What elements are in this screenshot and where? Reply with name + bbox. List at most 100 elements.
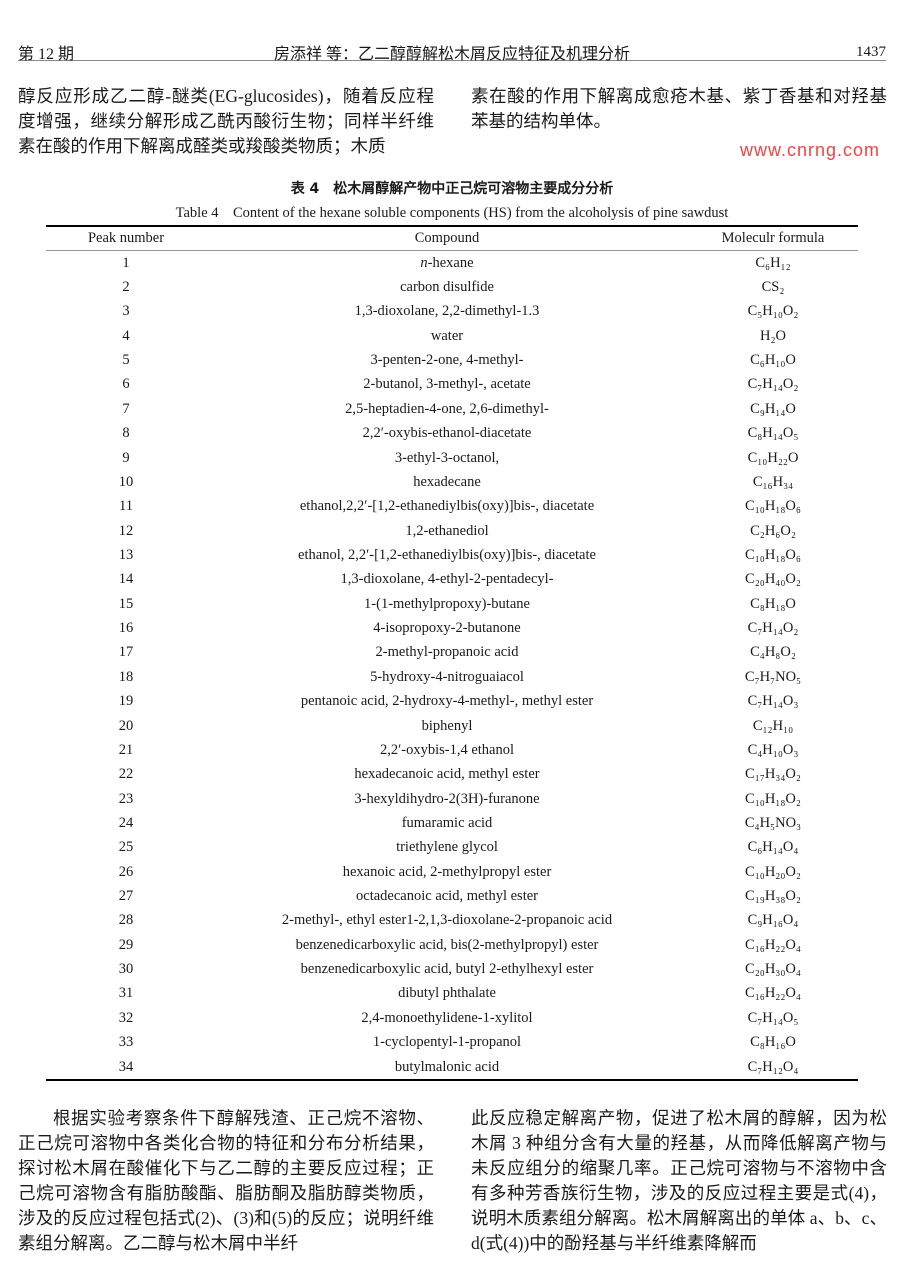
compound-cell: ethanol,2,2′-[1,2-ethanediylbis(oxy)]bis…	[299, 498, 595, 515]
table-row: 19 pentanoic acid, 2-hydroxy-4-methyl-, m…	[46, 689, 858, 713]
table-row: 11 ethanol,2,2′-[1,2-ethanediylbis(oxy)]b…	[46, 495, 858, 519]
formula-cell: C₈H₁₆O	[750, 1034, 796, 1051]
compound-cell: butylmalonic acid	[394, 1058, 500, 1075]
compound-cell: 5-hydroxy-4-nitroguaiacol	[370, 668, 524, 685]
peak-number-cell: 6	[122, 376, 130, 393]
running-header: 第 12 期 房添祥 等：乙二醇醇解松木屑反应特征及机理分析 1437	[18, 38, 886, 63]
peak-number-cell: 16	[118, 620, 134, 637]
table-row: 20 biphenyl C₁₂H₁₀	[46, 714, 858, 738]
peak-number-cell: 20	[118, 717, 134, 734]
peak-number-cell: 1	[122, 254, 130, 271]
peak-number-cell: 32	[118, 1009, 134, 1026]
formula-cell: C₇H₁₄O₅	[747, 1009, 799, 1026]
table-caption-en: Table 4 Content of the hexane soluble co…	[175, 205, 729, 221]
peak-number-cell: 24	[118, 814, 134, 831]
formula-cell: C₁₂H₁₀	[752, 717, 794, 734]
peak-number-cell: 19	[118, 693, 134, 710]
table-row: 9 3-ethyl-3-octanol, C₁₀H₂₂O	[46, 446, 858, 470]
peak-number-cell: 17	[118, 644, 134, 661]
peak-number-cell: 13	[118, 546, 134, 563]
compound-cell: biphenyl	[421, 717, 473, 734]
table-row: 27 octadecanoic acid, methyl ester C₁₉H₃₈O…	[46, 884, 858, 908]
compound-cell: 2,2′-oxybis-ethanol-diacetate	[362, 425, 532, 442]
formula-cell: C₉H₁₄O	[750, 400, 796, 417]
bottom-left-column: 根据实验考察条件下醇解残渣、正己烷不溶物、正己烷可溶物中各类化合物的特征和分布分…	[18, 1106, 434, 1256]
formula-cell: C₅H₁₀O₂	[747, 303, 799, 320]
paragraph: 醇反应形成乙二醇-醚类(EG-glucosides)，随着反应程度增强，继续分解…	[18, 86, 434, 156]
peak-number-cell: 30	[118, 961, 134, 978]
compound-cell: 2-methyl-, ethyl ester1-2,1,3-dioxolane-…	[281, 912, 613, 929]
table-caption-cn: 表 4 松木屑醇解产物中正己烷可溶物主要成分分析	[290, 181, 614, 197]
peak-number-cell: 21	[118, 741, 134, 758]
peak-number-cell: 5	[122, 352, 130, 369]
table-row: 29 benzenedicarboxylic acid, bis(2-methyl…	[46, 933, 858, 957]
compound-cell: 2-butanol, 3-methyl-, acetate	[363, 376, 531, 393]
compound-cell: 2,2′-oxybis-1,4 ethanol	[379, 741, 515, 758]
table-row: 26 hexanoic acid, 2-methylpropyl ester C₁₀…	[46, 860, 858, 884]
formula-cell: C₂₀H₄₀O₂	[745, 571, 801, 588]
header-formula: Moleculr formula	[688, 226, 858, 251]
formula-cell: H₂O	[760, 327, 786, 344]
peak-number-cell: 10	[118, 473, 134, 490]
compound-cell: 3-ethyl-3-octanol,	[394, 449, 500, 466]
formula-cell: C₁₉H₃₈O₂	[745, 888, 801, 905]
compound-cell: benzenedicarboxylic acid, butyl 2-ethylh…	[300, 961, 594, 978]
header-peak-number: Peak number	[46, 226, 206, 251]
formula-cell: C₄H₈O₂	[750, 644, 796, 661]
formula-cell: C₄H₁₀O₃	[747, 741, 799, 758]
formula-cell: C₁₆H₃₄	[752, 473, 794, 490]
peak-number-cell: 25	[118, 839, 134, 856]
peak-number-cell: 9	[122, 449, 130, 466]
table-row: 14 1,3-dioxolane, 4-ethyl-2-pentadecyl- C₂…	[46, 568, 858, 592]
formula-cell: C₂H₆O₂	[750, 522, 796, 539]
peak-number-cell: 22	[118, 766, 134, 783]
table-row: 1 n-hexane C₆H₁₂	[46, 251, 858, 276]
table-row: 8 2,2′-oxybis-ethanol-diacetate C₈H₁₄O₅	[46, 422, 858, 446]
issue-number: 第 12 期	[18, 46, 75, 63]
peak-number-cell: 15	[118, 595, 134, 612]
table-row: 25 triethylene glycol C₆H₁₄O₄	[46, 836, 858, 860]
compound-cell: hexadecane	[413, 473, 481, 490]
compound-cell: carbon disulfide	[400, 279, 494, 296]
watermark: www.cnrng.com	[739, 140, 880, 160]
formula-cell: C₇H₁₂O₄	[747, 1058, 799, 1075]
peak-number-cell: 23	[118, 790, 134, 807]
compound-cell: 1,3-dioxolane, 4-ethyl-2-pentadecyl-	[340, 571, 554, 588]
peak-number-cell: 34	[118, 1058, 134, 1075]
compound-cell: 1-(1-methylpropoxy)-butane	[364, 595, 530, 612]
formula-cell: C₁₀H₂₂O	[747, 449, 799, 466]
compound-cell: octadecanoic acid, methyl ester	[356, 888, 538, 905]
table-row: 7 2,5-heptadien-4-one, 2,6-dimethyl- C₉H₁₄…	[46, 397, 858, 421]
compound-cell: 2-methyl-propanoic acid	[375, 644, 519, 661]
formula-cell: C₁₇H₃₄O₂	[745, 766, 801, 783]
formula-cell: C₇H₁₄O₂	[747, 376, 799, 393]
formula-cell: C₁₀H₁₈O₆	[745, 546, 801, 563]
formula-cell: C₄H₅NO₃	[744, 814, 802, 831]
compound-cell: ethanol, 2,2′-[1,2-ethanediylbis(oxy)]bi…	[298, 546, 596, 563]
compound-cell: 4-isopropoxy-2-butanone	[373, 620, 521, 637]
table-row: 24 fumaramic acid C₄H₅NO₃	[46, 811, 858, 835]
formula-cell: C₇H₁₄O₂	[747, 620, 799, 637]
peak-number-cell: 29	[118, 936, 134, 953]
formula-cell: C₁₆H₂₂O₄	[745, 936, 801, 953]
formula-cell: C₇H₇NO₅	[744, 668, 802, 685]
compound-cell: 1-cyclopentyl-1-propanol	[372, 1034, 522, 1051]
formula-cell: C₈H₁₄O₅	[747, 425, 799, 442]
table-row: 28 2-methyl-, ethyl ester1-2,1,3-dioxolan…	[46, 909, 858, 933]
table-row: 32 2,4-monoethylidene-1-xylitol C₇H₁₄O₅	[46, 1006, 858, 1030]
top-left-column: 醇反应形成乙二醇-醚类(EG-glucosides)，随着反应程度增强，继续分解…	[18, 84, 434, 159]
compound-cell: 2,4-monoethylidene-1-xylitol	[361, 1009, 533, 1026]
compound-cell: 1,2-ethanediol	[405, 522, 489, 539]
formula-cell: C₁₀H₁₈O₂	[745, 790, 801, 807]
peak-number-cell: 31	[118, 985, 134, 1002]
table-row: 17 2-methyl-propanoic acid C₄H₈O₂	[46, 641, 858, 665]
compound-cell: pentanoic acid, 2-hydroxy-4-methyl-, met…	[300, 693, 594, 710]
formula-cell: C₆H₁₂	[755, 254, 791, 271]
compound-cell: 2,5-heptadien-4-one, 2,6-dimethyl-	[345, 400, 549, 417]
table-row: 23 3-hexyldihydro-2(3H)-furanone C₁₀H₁₈O₂	[46, 787, 858, 811]
compound-cell: triethylene glycol	[396, 839, 498, 856]
formula-cell: C₂₀H₃₀O₄	[745, 961, 801, 978]
peak-number-cell: 7	[122, 400, 130, 417]
peak-number-cell: 26	[118, 863, 134, 880]
peak-number-cell: 28	[118, 912, 134, 929]
